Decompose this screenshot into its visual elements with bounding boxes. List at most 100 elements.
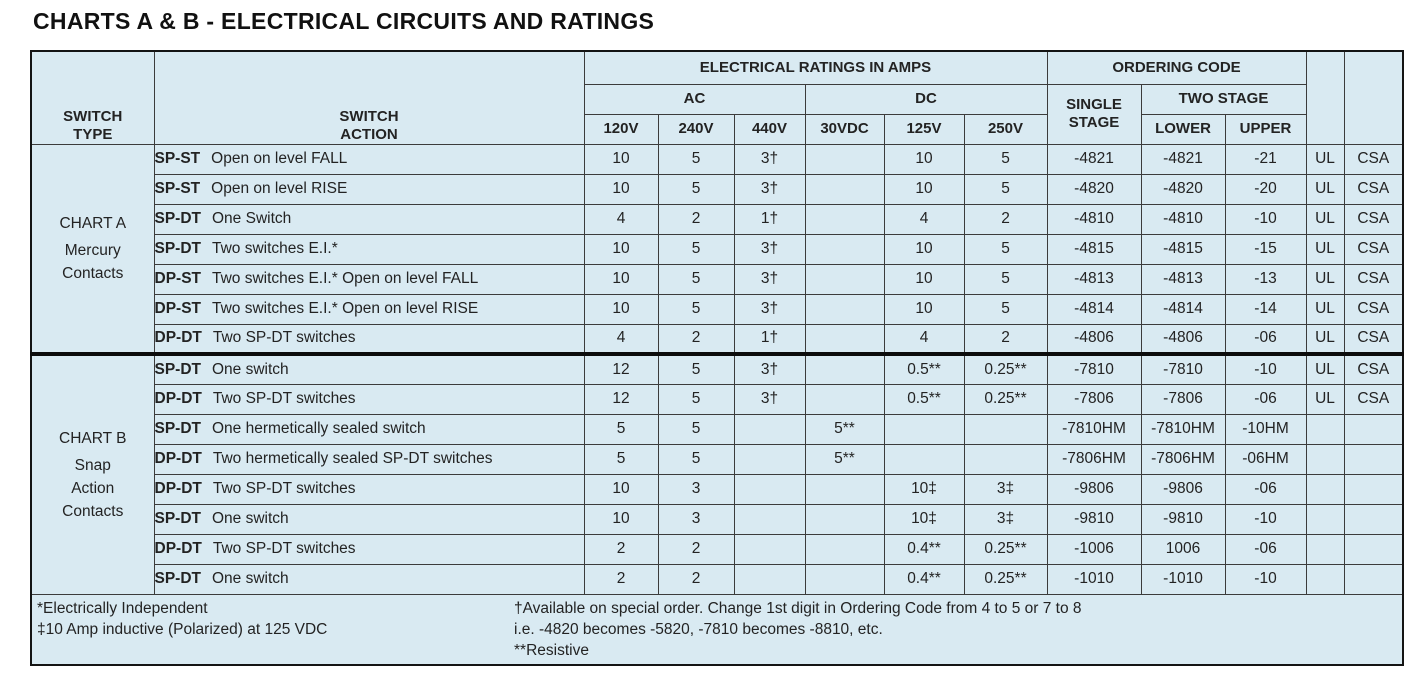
value-cell: 3† — [733, 233, 806, 265]
value-cell: 5 — [657, 293, 735, 325]
value-cell: -14 — [1224, 293, 1307, 325]
switch-action-cell: DP-ST Two switches E.I.* Open on level RI… — [153, 293, 585, 325]
value-cell: 2 — [963, 203, 1048, 235]
value-cell — [963, 413, 1048, 445]
value-cell: -4806 — [1140, 323, 1226, 355]
section-subtitle-line: Contacts — [62, 264, 124, 282]
value-cell: 10 — [883, 143, 965, 175]
col-header-120v: 120V — [583, 113, 659, 145]
value-cell — [804, 503, 885, 535]
table-row: DP-ST Two switches E.I.* Open on level FA… — [31, 263, 1404, 295]
value-cell: 0.5** — [883, 352, 965, 385]
table-row: CHART A Mercury Contacts SP-ST Open on level… — [30, 143, 1404, 355]
col-header-125v: 125V — [883, 113, 965, 145]
value-cell: 3† — [733, 173, 806, 205]
switch-action-cell: SP-DT One switch — [153, 352, 585, 385]
value-cell: 2 — [963, 323, 1048, 355]
value-cell: UL — [1305, 352, 1345, 385]
value-cell: 0.4** — [883, 563, 965, 595]
value-cell: CSA — [1343, 352, 1404, 385]
value-cell: CSA — [1343, 173, 1404, 205]
switch-action-text: One switch — [212, 360, 289, 378]
col-header-csa-blank — [1343, 50, 1404, 145]
switch-action-text: Two SP-DT switches — [212, 540, 356, 557]
switch-type-code: SP-DT — [154, 360, 201, 378]
value-cell: 0.25** — [963, 383, 1048, 415]
switch-action-cell: DP-DT Two SP-DT switches — [153, 383, 585, 415]
group-header-electrical-ratings: ELECTRICAL RATINGS IN AMPS — [583, 50, 1048, 85]
value-cell — [1343, 413, 1404, 445]
value-cell: -7810HM — [1140, 413, 1226, 445]
value-cell: 2 — [583, 533, 659, 565]
switch-action-text: Two SP-DT switches — [212, 329, 356, 347]
value-cell: 5 — [963, 173, 1048, 205]
value-cell: -10 — [1224, 203, 1307, 235]
table-row: DP-ST Two switches E.I.* Open on level RI… — [31, 293, 1404, 325]
switch-action-text: One hermetically sealed switch — [212, 420, 426, 437]
switch-action-text: Two switches E.I.* — [212, 240, 338, 257]
value-cell: 5 — [963, 143, 1048, 175]
value-cell: -7810 — [1046, 352, 1142, 385]
switch-action-cell: DP-DT Two SP-DT switches — [153, 533, 585, 565]
switch-action-text: One Switch — [212, 210, 292, 227]
value-cell: 5 — [657, 263, 735, 295]
section-subtitle-line: Snap — [74, 456, 111, 474]
value-cell — [1305, 413, 1345, 445]
switch-action-cell: SP-ST Open on level FALL — [153, 143, 585, 175]
value-cell: 3† — [733, 383, 806, 415]
value-cell: 0.5** — [883, 383, 965, 415]
switch-type-code: SP-DT — [154, 510, 201, 527]
value-cell: 3† — [733, 293, 806, 325]
value-cell: 0.25** — [963, 352, 1048, 385]
value-cell: 3‡ — [963, 473, 1048, 505]
switch-action-text: One switch — [212, 510, 289, 527]
col-header-upper: UPPER — [1224, 113, 1307, 145]
value-cell: 5 — [583, 413, 659, 445]
section-name: CHART B — [59, 429, 127, 447]
value-cell: UL — [1305, 173, 1345, 205]
switch-type-code: DP-ST — [154, 270, 201, 287]
value-cell: CSA — [1343, 293, 1404, 325]
value-cell: -4820 — [1046, 173, 1142, 205]
value-cell — [804, 173, 885, 205]
value-cell — [1343, 443, 1404, 475]
value-cell: 4 — [583, 323, 659, 355]
value-cell: 3† — [733, 352, 806, 385]
value-cell: 1† — [733, 323, 806, 355]
value-cell: 5 — [657, 383, 735, 415]
value-cell: UL — [1305, 143, 1345, 175]
value-cell: 1006 — [1140, 533, 1226, 565]
header-row-subgroups: AC DC SINGLE STAGE TWO STAGE — [31, 83, 1403, 145]
group-header-dc: DC — [804, 83, 1048, 115]
switch-action-text: Two switches E.I.* Open on level RISE — [212, 300, 479, 317]
switch-type-code: DP-DT — [154, 480, 202, 497]
footnotes-row: *Electrically Independent ‡10 Amp induct… — [30, 593, 1404, 666]
value-cell: 5 — [657, 352, 735, 385]
table-row: SP-DT One switch 10 3 10‡ 3‡ -9810 -9810 -10 — [31, 503, 1404, 535]
switch-action-text: Two SP-DT switches — [212, 480, 356, 497]
value-cell: 10 — [583, 173, 659, 205]
switch-action-cell: SP-DT Two switches E.I.* — [153, 233, 585, 265]
value-cell: -06 — [1224, 383, 1307, 415]
table-row: DP-DT Two SP-DT switches 10 3 10‡ 3‡ -9806 -980… — [31, 473, 1404, 505]
value-cell — [733, 473, 806, 505]
value-cell — [804, 143, 885, 175]
value-cell: -7806HM — [1140, 443, 1226, 475]
value-cell — [963, 443, 1048, 475]
value-cell: -10 — [1224, 563, 1307, 595]
footnote-inductive: ‡10 Amp inductive (Polarized) at 125 VDC — [37, 620, 328, 638]
footnotes-cell: *Electrically Independent ‡10 Amp induct… — [30, 593, 1404, 666]
value-cell — [1305, 563, 1345, 595]
value-cell: 10 — [583, 503, 659, 535]
col-header-ul-blank — [1305, 50, 1345, 145]
value-cell: UL — [1305, 293, 1345, 325]
value-cell — [883, 413, 965, 445]
table-header: SWITCH TYPE SWITCH ACTION ELECTRICAL RAT… — [30, 50, 1404, 145]
value-cell: 4 — [883, 323, 965, 355]
value-cell — [1343, 473, 1404, 505]
switch-action-text: Two SP-DT switches — [212, 390, 356, 407]
value-cell: CSA — [1343, 203, 1404, 235]
value-cell — [733, 503, 806, 535]
value-cell: -4814 — [1140, 293, 1226, 325]
value-cell: 2 — [657, 323, 735, 355]
